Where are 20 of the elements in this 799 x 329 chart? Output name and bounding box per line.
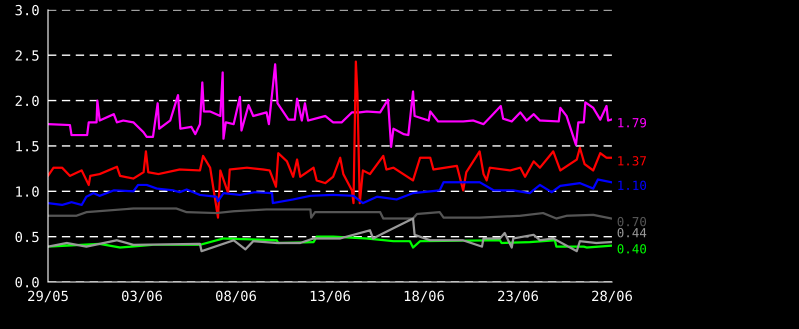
x-tick-label: 23/06 [498, 290, 538, 302]
x-tick-label: 18/06 [404, 290, 444, 302]
y-tick-label: 1.5 [16, 141, 39, 152]
data-label: 0.70 [618, 216, 646, 226]
data-label: 1.79 [618, 118, 646, 128]
x-tick-label: 08/06 [216, 290, 256, 302]
x-tick-label: 29/05 [28, 290, 68, 302]
y-tick-label: 2.0 [16, 96, 39, 106]
y-tick-label: 1.0 [16, 186, 39, 197]
y-tick-label: 0.0 [15, 277, 39, 288]
data-label: 0.44 [618, 228, 646, 238]
y-tick-label: 0.5 [15, 232, 39, 242]
y-tick-label: 2.5 [16, 50, 39, 61]
x-tick-label: 28/06 [592, 290, 632, 302]
y-tick-label: 3.0 [16, 4, 39, 16]
x-tick-label: 13/06 [310, 290, 350, 302]
data-label: 0.40 [618, 244, 646, 254]
data-label: 1.37 [618, 156, 646, 166]
data-label: 1.10 [618, 180, 646, 190]
x-tick-label: 03/06 [122, 290, 162, 302]
